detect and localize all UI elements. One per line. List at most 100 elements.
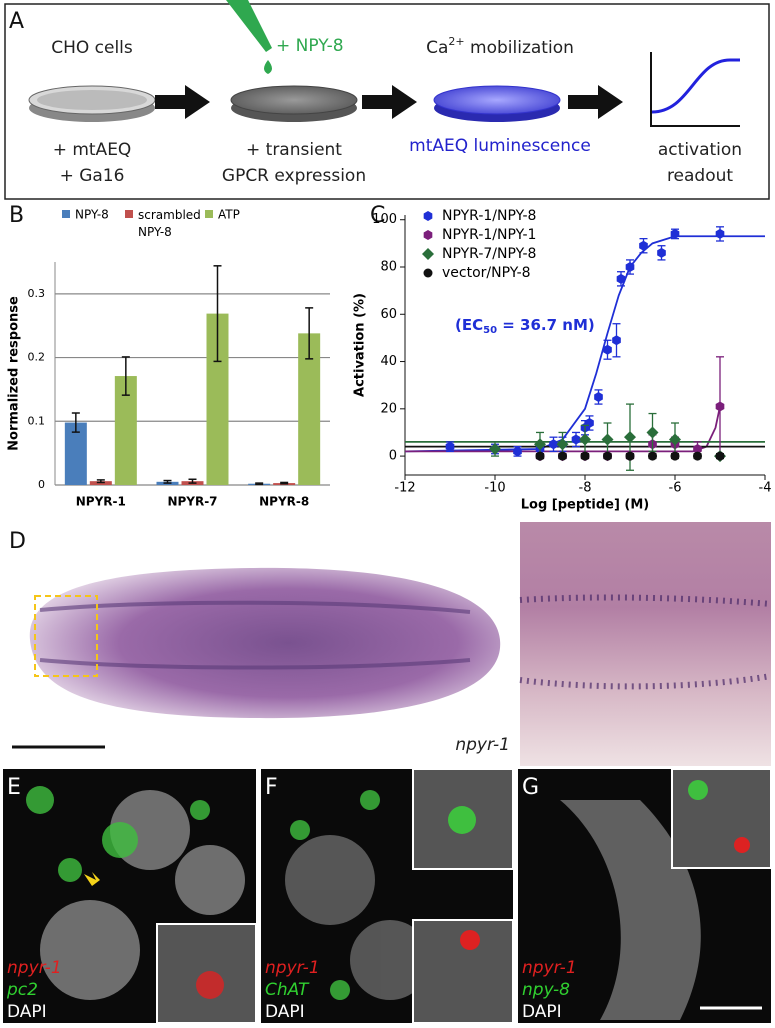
error-bar xyxy=(280,481,289,485)
point xyxy=(639,240,648,251)
text: = 36.7 nM) xyxy=(497,316,595,334)
legend-label: NPY-8 xyxy=(75,208,109,222)
step-label: Ca2+ mobilization xyxy=(426,35,574,58)
y-axis-title: Normalized response xyxy=(7,296,22,451)
x-tick-label: -10 xyxy=(484,481,505,496)
panel-label: C xyxy=(370,203,385,228)
point xyxy=(603,451,612,461)
panel-label: F xyxy=(265,775,278,800)
text: (EC xyxy=(455,316,483,334)
legend-line: scrambled xyxy=(138,208,201,222)
point xyxy=(571,434,581,445)
y-tick-label: 0.2 xyxy=(28,351,46,364)
y-tick-label: 0.1 xyxy=(28,414,46,427)
point xyxy=(693,451,702,461)
channel-label: pc2 xyxy=(6,980,38,1000)
superscript: 2+ xyxy=(448,35,464,48)
gene-label: npyr-1 xyxy=(455,735,510,755)
x-tick-label: -4 xyxy=(759,481,772,496)
point xyxy=(556,438,569,451)
text: Ca xyxy=(426,38,448,58)
channel-label: DAPI xyxy=(265,1002,305,1022)
legend-label: vector/NPY-8 xyxy=(442,265,531,281)
point xyxy=(657,247,666,258)
panel-f: F npyr-1 ChAT DAPI xyxy=(261,768,514,1024)
point xyxy=(646,426,659,439)
point xyxy=(612,335,621,346)
legend-label: NPYR-7/NPY-8 xyxy=(442,246,536,262)
step-label: + NPY-8 xyxy=(276,36,344,56)
point xyxy=(669,433,681,446)
channel-label: DAPI xyxy=(7,1002,47,1022)
step-label: mtAEQ luminescence xyxy=(409,136,591,156)
panel-c: C Activation (%) Log [peptide] (M) 0 20 40 60… xyxy=(353,203,772,513)
error-bar xyxy=(255,482,264,486)
error-bar xyxy=(121,356,130,396)
arrow xyxy=(568,85,623,119)
annotation: (EC50 = 36.7 nM) xyxy=(455,316,595,337)
x-tick-label: NPYR-1 xyxy=(76,495,126,509)
point xyxy=(594,392,603,402)
readout-axes xyxy=(650,52,740,127)
error-bar xyxy=(213,265,222,363)
point xyxy=(670,228,680,239)
point xyxy=(625,451,635,461)
point xyxy=(601,433,614,446)
point xyxy=(625,262,635,272)
x-tick-label: -8 xyxy=(579,481,592,496)
legend-label: NPYR-1/NPY-1 xyxy=(442,227,536,243)
y-tick-label: 0 xyxy=(38,478,45,491)
subscript: 50 xyxy=(483,325,497,336)
bar xyxy=(206,313,229,485)
panel-label: B xyxy=(9,203,24,228)
legend-marker xyxy=(422,248,434,260)
arrow xyxy=(362,85,417,119)
panel-d: D npyr-1 xyxy=(3,522,772,766)
droplet xyxy=(264,60,272,74)
point xyxy=(445,441,455,452)
bar xyxy=(64,422,87,485)
arrow xyxy=(155,85,210,119)
text: mobilization xyxy=(465,38,574,58)
channel-label: npyr-1 xyxy=(7,958,62,978)
step-label: readout xyxy=(667,166,733,186)
channel-label: npyr-1 xyxy=(265,958,320,978)
zoom-image xyxy=(520,522,771,766)
panel-g: G npyr-1 npy-8 DAPI xyxy=(518,768,772,1023)
dish xyxy=(28,85,156,122)
arrow xyxy=(84,872,100,886)
legend-label: ATP xyxy=(218,208,240,222)
channel-label: npyr-1 xyxy=(522,958,577,978)
error-bar xyxy=(96,479,105,484)
x-axis-title: Log [peptide] (M) xyxy=(521,498,650,513)
worm-image xyxy=(29,567,501,719)
nerve-cords xyxy=(39,600,471,670)
legend-swatch xyxy=(62,210,70,218)
point xyxy=(624,431,636,444)
dish xyxy=(433,85,561,122)
error-bar xyxy=(305,307,314,360)
legend-line: NPY-8 xyxy=(138,225,172,239)
y-tick-label: 60 xyxy=(380,307,397,322)
point xyxy=(489,443,501,455)
bar xyxy=(298,333,321,485)
y-tick-label: 0.3 xyxy=(28,287,46,300)
legend-marker xyxy=(423,211,433,221)
point xyxy=(616,273,626,284)
point xyxy=(715,401,725,412)
bar xyxy=(114,376,137,485)
legend-marker xyxy=(423,268,433,278)
point xyxy=(715,451,725,461)
error-bar xyxy=(163,479,172,484)
step-label: + Ga16 xyxy=(60,166,125,186)
step-label: + mtAEQ xyxy=(53,140,132,160)
point xyxy=(693,444,702,454)
y-tick-label: 80 xyxy=(380,260,397,275)
panel-label: D xyxy=(9,529,26,554)
x-tick-label: NPYR-8 xyxy=(259,495,309,509)
point xyxy=(534,438,546,451)
point xyxy=(670,451,680,461)
y-tick-label: 100 xyxy=(372,212,397,227)
step-label: activation xyxy=(658,140,742,160)
